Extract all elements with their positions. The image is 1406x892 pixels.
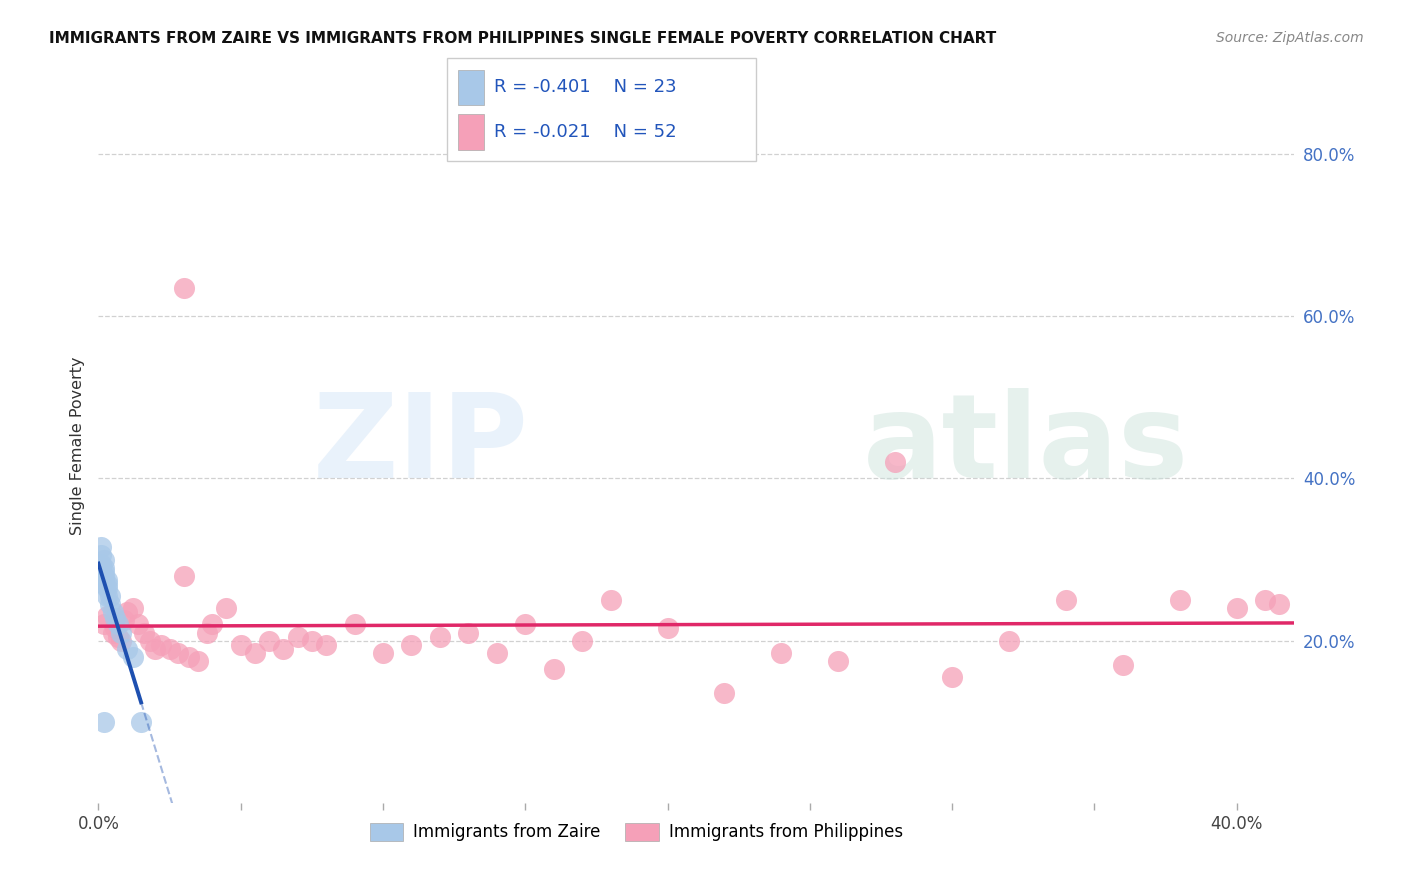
Point [96,573,118,587]
Point [571,633,593,648]
Point [543,662,565,676]
Point [93,560,115,574]
Point [93,617,115,632]
Point [1268,597,1291,611]
Point [287,630,309,644]
Text: IMMIGRANTS FROM ZAIRE VS IMMIGRANTS FROM PHILIPPINES SINGLE FEMALE POVERTY CORRE: IMMIGRANTS FROM ZAIRE VS IMMIGRANTS FROM… [49,31,997,46]
Point [371,646,394,660]
Point [657,622,679,636]
Point [429,630,451,644]
Point [159,641,181,656]
Point [143,641,166,656]
Point [599,593,621,607]
Point [187,654,209,668]
Point [257,633,280,648]
Point [129,714,152,729]
Point [121,601,143,615]
Y-axis label: Single Female Poverty: Single Female Poverty [69,357,84,535]
Text: atlas: atlas [863,389,1189,503]
Point [90,565,112,579]
Point [343,617,366,632]
Point [90,557,112,571]
Point [101,625,124,640]
Point [273,641,295,656]
Point [884,455,907,469]
Point [173,568,195,582]
Point [215,601,238,615]
Point [1054,593,1077,607]
Point [93,573,115,587]
Point [93,568,115,582]
Point [121,649,143,664]
Point [93,552,115,566]
Point [110,633,132,648]
Point [1254,593,1277,607]
Point [132,625,155,640]
Point [315,638,337,652]
Point [115,641,138,656]
Point [167,646,190,660]
Point [98,589,121,603]
Point [96,581,118,595]
Point [115,605,138,619]
Point [179,649,201,664]
Point [173,281,195,295]
Point [713,686,735,700]
Point [104,622,127,636]
Point [138,633,160,648]
Point [229,638,252,652]
Point [1112,657,1135,672]
Point [112,613,135,627]
Point [93,577,115,591]
Point [93,565,115,579]
Point [93,714,115,729]
Point [195,625,218,640]
Text: R = -0.021    N = 52: R = -0.021 N = 52 [494,123,676,141]
Text: ZIP: ZIP [312,389,529,503]
Point [485,646,508,660]
Point [96,577,118,591]
Point [1226,601,1249,615]
Point [401,638,423,652]
Point [96,609,118,624]
Point [90,549,112,563]
Point [301,633,323,648]
Point [827,654,849,668]
Point [941,670,963,684]
Text: Source: ZipAtlas.com: Source: ZipAtlas.com [1216,31,1364,45]
Point [515,617,537,632]
Point [96,589,118,603]
Point [998,633,1021,648]
Point [1168,593,1191,607]
Point [201,617,224,632]
Point [104,611,127,625]
Point [457,625,479,640]
Point [150,638,173,652]
Point [127,617,149,632]
Text: R = -0.401    N = 23: R = -0.401 N = 23 [494,78,676,96]
Point [243,646,266,660]
Point [90,541,112,555]
Point [107,630,129,644]
Point [770,646,793,660]
Point [101,605,124,619]
Legend: Immigrants from Zaire, Immigrants from Philippines: Immigrants from Zaire, Immigrants from P… [363,816,910,848]
Point [98,597,121,611]
Point [110,625,132,640]
Point [107,617,129,632]
